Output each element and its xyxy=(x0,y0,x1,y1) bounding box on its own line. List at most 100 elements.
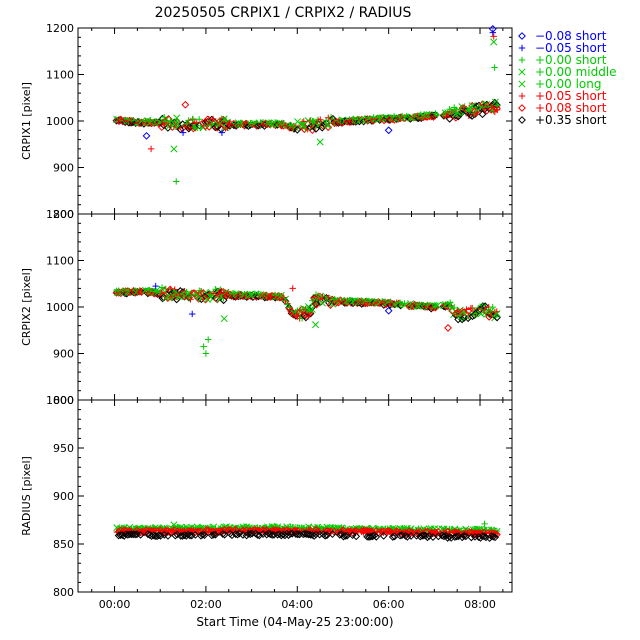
data-point xyxy=(434,301,442,309)
data-point xyxy=(446,299,454,306)
data-points xyxy=(112,282,501,357)
data-point xyxy=(286,529,295,538)
data-point xyxy=(185,294,193,302)
data-point xyxy=(445,532,454,541)
outlier-point xyxy=(142,131,151,140)
data-point xyxy=(219,115,228,124)
data-points xyxy=(113,520,501,543)
y-tick-label: 1100 xyxy=(46,255,74,268)
outlier-point xyxy=(200,343,207,350)
data-point xyxy=(335,530,344,539)
data-point xyxy=(285,303,294,312)
data-points xyxy=(112,25,501,185)
data-point xyxy=(312,300,321,309)
outlier-point xyxy=(181,100,190,109)
outlier-point xyxy=(205,336,212,343)
legend-item: +0.00 long xyxy=(518,77,602,91)
legend-marker xyxy=(518,56,526,64)
data-point xyxy=(308,305,316,313)
data-point xyxy=(244,529,253,538)
outlier-point xyxy=(189,310,196,318)
data-point xyxy=(388,533,397,541)
data-point xyxy=(172,295,181,304)
data-point xyxy=(493,102,501,109)
data-point xyxy=(489,532,498,541)
data-point xyxy=(407,532,415,540)
data-point xyxy=(193,527,202,536)
panel-2: 800 900 1000 1100 1200 CRPIX2 [pixel] xyxy=(20,208,513,407)
y-axis-label: CRPIX2 [pixel] xyxy=(20,268,33,346)
legend-marker xyxy=(518,80,526,88)
chart-title: 20250505 CRPIX1 / CRPIX2 / RADIUS xyxy=(155,5,412,21)
data-point xyxy=(460,532,468,540)
data-point xyxy=(477,310,485,318)
data-point xyxy=(419,531,428,540)
x-tick-label: 00:00 xyxy=(99,598,131,611)
data-point xyxy=(401,531,410,540)
x-tick-label: 08:00 xyxy=(464,598,496,611)
data-point xyxy=(142,526,150,535)
data-point xyxy=(328,530,337,539)
legend-label: −0.05 short xyxy=(535,41,607,55)
outlier-point xyxy=(218,129,226,136)
outlier-point xyxy=(490,33,497,40)
y-axis-label: CRPIX1 [pixel] xyxy=(20,82,33,160)
data-point xyxy=(153,532,161,541)
outlier-point xyxy=(384,126,393,135)
x-axis-label: Start Time (04-May-25 23:00:00) xyxy=(196,615,393,629)
data-point xyxy=(173,114,181,122)
outlier-point xyxy=(170,145,178,153)
data-point xyxy=(291,124,300,132)
outlier-point xyxy=(491,64,498,71)
data-point xyxy=(242,531,251,540)
outlier-point xyxy=(202,350,210,357)
data-point xyxy=(315,530,324,539)
data-point xyxy=(308,530,317,539)
data-point xyxy=(268,531,277,539)
outlier-point xyxy=(152,282,159,290)
data-point xyxy=(180,531,189,540)
data-point xyxy=(421,527,430,536)
y-tick-label: 1000 xyxy=(46,301,74,314)
data-point xyxy=(493,530,501,539)
legend-marker xyxy=(518,32,526,40)
data-point xyxy=(187,531,196,540)
outlier-point xyxy=(316,138,324,146)
legend-label: +0.05 short xyxy=(535,89,607,103)
data-point xyxy=(414,529,423,537)
data-point xyxy=(379,531,388,540)
chart-panels: 800 900 1000 1100 1200 CRPIX1 [pixel] 800 900 10… xyxy=(20,22,513,611)
legend-marker xyxy=(518,92,526,100)
legend-item: +0.00 short xyxy=(518,53,607,67)
data-point xyxy=(458,315,467,324)
y-tick-label: 1100 xyxy=(46,69,74,82)
data-point xyxy=(207,531,216,540)
outlier-point xyxy=(147,145,155,153)
data-point xyxy=(194,122,201,129)
data-point xyxy=(418,531,426,540)
data-point xyxy=(366,532,375,541)
x-tick-label: 02:00 xyxy=(190,598,222,611)
data-point xyxy=(352,532,361,541)
data-point xyxy=(339,532,348,541)
data-point xyxy=(454,529,463,537)
data-point xyxy=(279,530,288,539)
legend-label: +0.00 long xyxy=(535,77,602,91)
data-point xyxy=(432,529,441,538)
data-point xyxy=(493,310,501,318)
data-point xyxy=(156,531,165,540)
outlier-point xyxy=(220,315,228,323)
data-point xyxy=(293,530,302,539)
data-point xyxy=(293,118,302,126)
data-point xyxy=(341,531,350,540)
panel-1: 800 900 1000 1100 1200 CRPIX1 [pixel] xyxy=(20,22,513,221)
panel-3: 800 850 900 950 1000 00:00 02:00 04:00 06:00 08:0… xyxy=(20,394,513,611)
legend-item: +0.08 short xyxy=(518,101,607,115)
data-point xyxy=(379,527,388,536)
data-point xyxy=(143,530,152,539)
data-point xyxy=(131,530,140,539)
outlier-point xyxy=(384,306,393,315)
data-point xyxy=(120,532,129,540)
y-tick-label: 1200 xyxy=(46,208,74,221)
